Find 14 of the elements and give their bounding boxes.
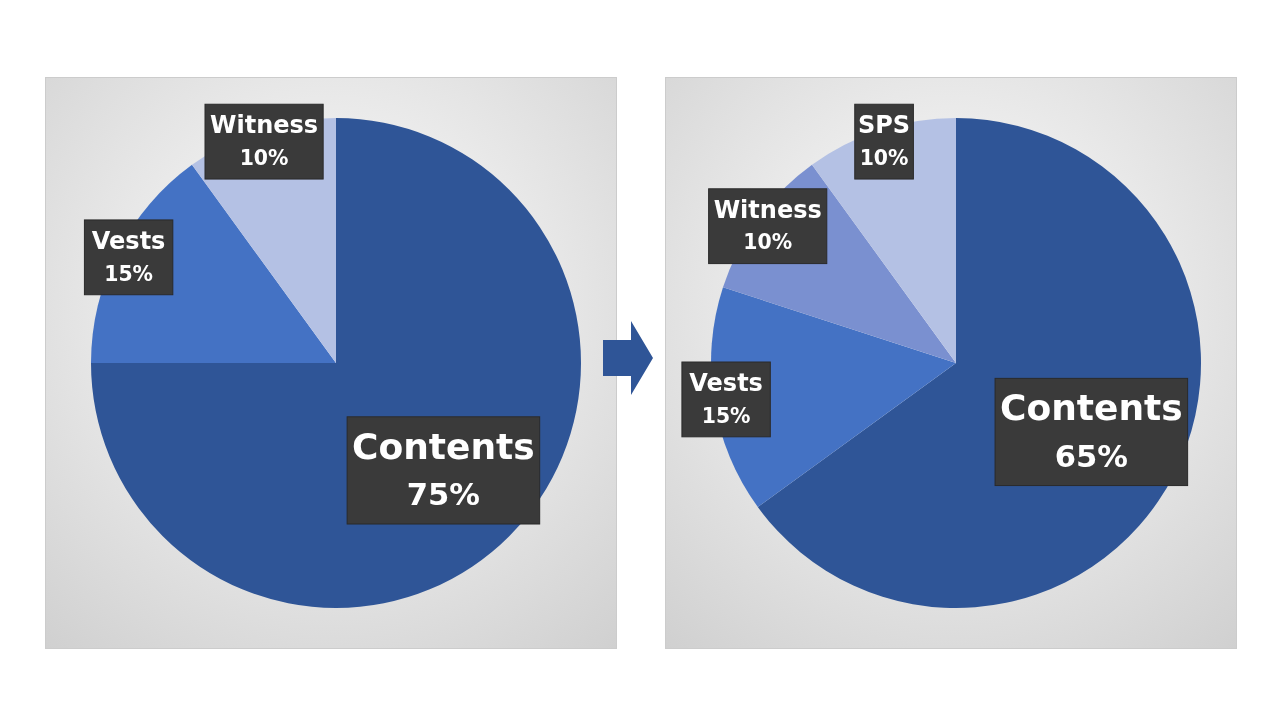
slice-label: SPS bbox=[857, 111, 911, 140]
slice-label: Vests bbox=[689, 369, 763, 398]
slice-label: Contents bbox=[1000, 387, 1183, 429]
data-label: 15% bbox=[104, 261, 154, 286]
slice-label: Witness bbox=[713, 195, 822, 224]
data-label: 10% bbox=[743, 230, 793, 255]
data-label: 65% bbox=[1054, 438, 1128, 474]
slice-label: Contents bbox=[352, 425, 535, 467]
data-label: 15% bbox=[701, 403, 751, 428]
data-label: 10% bbox=[859, 145, 909, 170]
slice-label: Witness bbox=[210, 111, 319, 140]
data-label: 10% bbox=[239, 145, 289, 170]
data-label: 75% bbox=[406, 477, 481, 513]
slice-label: Vests bbox=[91, 227, 166, 256]
